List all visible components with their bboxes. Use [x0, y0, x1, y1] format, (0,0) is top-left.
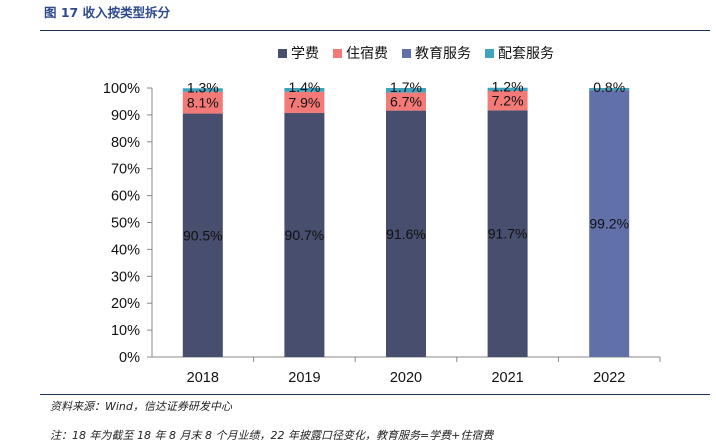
data-label: 6.7%: [390, 94, 422, 110]
legend-swatch-配套服务: [485, 49, 494, 58]
bar-segment-配套服务-2020: [386, 88, 426, 93]
bar-segment-配套服务-2021: [487, 87, 528, 91]
figure-title: 图 17 收入按类型拆分: [44, 5, 171, 20]
source-note: 资料来源：Wind，信达证券研发中心: [50, 400, 232, 413]
y-tick-label: 70%: [111, 162, 140, 178]
data-label: 0.8%: [593, 79, 625, 95]
data-label: 1.4%: [288, 79, 320, 95]
bar-segment-住宿费-2018: [182, 91, 223, 114]
top-rule: [40, 30, 710, 31]
y-tick-label: 40%: [111, 242, 140, 258]
y-tick-label: 0%: [119, 350, 140, 366]
bar-segment-住宿费-2019: [284, 91, 325, 114]
bar-segment-学费-2018: [182, 113, 223, 358]
data-label: 91.7%: [488, 226, 528, 242]
data-label: 7.9%: [288, 94, 320, 110]
bar-segment-住宿费-2020: [386, 92, 426, 111]
stacked-bar-chart: 0% 10% 20% 30% 40% 50% 60% 70% 80% 90% 100% 2018 201…: [103, 45, 661, 386]
bar-segment-学费-2020: [386, 110, 426, 357]
bar-segment-配套服务-2018: [182, 88, 223, 92]
data-label: 1.3%: [187, 79, 219, 95]
x-tick-label: 2022: [593, 370, 625, 386]
y-tick-label: 50%: [111, 216, 140, 232]
data-label: 99.2%: [589, 216, 629, 232]
bar-segment-教育服务-2022: [589, 90, 630, 357]
bar-segment-配套服务-2019: [284, 88, 325, 92]
y-tick-label: 90%: [111, 108, 140, 124]
bar-segment-学费-2019: [284, 113, 325, 357]
bottom-rule: [40, 394, 710, 395]
legend-label-教育服务: 教育服务: [415, 46, 471, 62]
legend-swatch-教育服务: [402, 49, 411, 58]
legend-label-学费: 学费: [291, 46, 319, 62]
x-tick-label: 2021: [491, 370, 523, 386]
footnote: 注：18 年为截至 18 年 8 月末 8 个月业绩，22 年披露口径变化，教育…: [50, 429, 494, 442]
y-tick-label: 60%: [111, 189, 140, 205]
legend-swatch-学费: [278, 49, 287, 58]
bar-segment-住宿费-2021: [487, 90, 528, 111]
x-tick-label: 2020: [390, 370, 422, 386]
data-label: 8.1%: [187, 95, 219, 111]
legend-swatch-住宿费: [333, 49, 342, 58]
legend-label-配套服务: 配套服务: [498, 46, 554, 62]
data-label: 1.7%: [390, 79, 422, 95]
y-tick-label: 30%: [111, 269, 140, 285]
data-label: 91.6%: [386, 226, 426, 242]
x-tick-label: 2019: [288, 370, 320, 386]
data-label: 1.2%: [492, 79, 524, 95]
legend-label-住宿费: 住宿费: [346, 45, 388, 62]
data-label: 90.5%: [183, 227, 223, 243]
bar-segment-学费-2021: [487, 110, 528, 358]
data-label: 7.2%: [492, 93, 524, 109]
data-label: 90.7%: [285, 227, 325, 243]
y-tick-label: 10%: [111, 323, 140, 339]
y-tick-label: 80%: [111, 135, 140, 151]
y-tick-label: 20%: [111, 296, 140, 312]
y-tick-label: 100%: [103, 81, 140, 97]
x-tick-label: 2018: [187, 370, 219, 386]
bar-segment-配套服务-2022: [589, 88, 630, 91]
